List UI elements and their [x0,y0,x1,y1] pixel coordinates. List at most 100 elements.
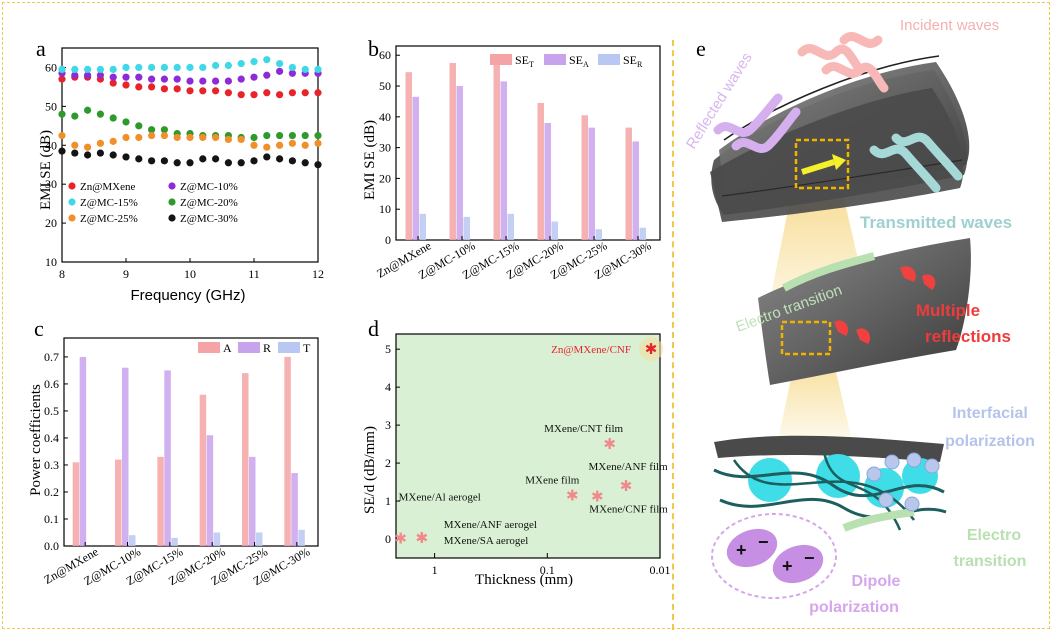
bar [242,373,249,546]
data-point [224,77,232,85]
y-tick-label: 50 [45,99,57,113]
point-label: MXene/SA aerogel [444,535,529,547]
data-point [148,75,156,83]
data-point [71,112,79,120]
data-point [199,77,207,85]
panel-label-c: c [34,316,44,341]
bar [500,81,507,241]
plot-area [63,337,319,547]
data-point [173,85,181,93]
point-label: MXene film [525,474,580,486]
data-point [199,133,207,142]
x-tick-label: 11 [248,267,260,281]
data-point [199,63,207,72]
svg-text:+: + [736,540,747,560]
legend-label: Zn@MXene [80,181,135,193]
data-point [160,85,168,93]
data-point [263,56,271,64]
bar [625,127,632,240]
data-point [135,83,143,91]
plot-area [395,333,661,559]
legend-marker [598,54,620,65]
data-point [237,91,245,99]
highlight-halo [639,337,664,362]
data-point [301,131,309,140]
data-point [276,155,284,163]
data-point [212,133,220,142]
svg-text:−: − [758,532,769,552]
data-point: ✱ [415,530,428,547]
data-point [301,141,309,149]
data-point [109,151,117,159]
y-tick-label: 5 [385,342,391,356]
bar [122,367,129,546]
data-point [250,141,258,149]
data-point [288,69,296,77]
data-point [96,65,104,73]
data-point [71,149,79,157]
data-point [160,63,168,72]
incident-waves-label: Incident waves [900,17,999,34]
electro-transition-label-2-line1: Electro [967,527,1021,544]
point-label: MXene/Al aerogel [399,491,481,503]
multiple-reflections-label-line2: reflections [925,327,1011,346]
data-point [288,89,296,97]
data-point [276,67,284,75]
data-point [224,89,232,97]
x-axis-label: Frequency (GHz) [130,287,245,304]
data-point [186,159,194,167]
y-axis-label: SE/d (dB/mm) [362,426,378,514]
data-point [288,63,296,72]
interfacial-charges-icon [866,452,940,512]
data-point [224,135,232,144]
data-point [301,89,309,97]
data-point: ✱ [603,436,616,453]
legend-marker [544,54,566,65]
y-tick-label: 0.7 [44,350,59,364]
multiple-reflections-icon [834,266,936,344]
data-point [186,87,194,95]
panel-label-d: d [368,316,379,341]
data-point [135,155,143,163]
data-point [122,73,130,81]
legend-marker [168,214,176,222]
reflected-waves-icon [713,93,801,153]
bar [632,141,639,240]
data-point [250,91,258,99]
zoom-box-top [794,138,850,190]
data-point [58,131,66,140]
legend-marker [168,198,176,206]
legend-label: Z@MC-15% [80,197,138,209]
data-point [314,131,322,140]
data-point [212,77,220,85]
data-point [160,126,168,134]
data-point [314,89,322,97]
data-point [288,131,296,140]
point-label: MXene/CNF film [589,503,668,515]
bar [249,456,256,546]
data-point [148,157,156,165]
incident-waves-icon [797,32,889,93]
data-point [122,153,130,161]
data-point [314,139,322,147]
data-point [96,110,104,118]
data-point [224,159,232,167]
bar [405,72,412,240]
y-tick-label: 60 [379,48,391,62]
bar [551,221,558,240]
point-label: Zn@MXene/CNF [551,344,631,356]
y-tick-label: 0.0 [44,539,59,553]
legend-marker [68,198,76,206]
y-tick-label: 3 [385,418,391,432]
legend-marker [490,54,512,65]
legend-marker [168,182,176,190]
bar [449,62,456,240]
x-tick-label: 0.01 [650,563,671,577]
data-point: ✱ [620,478,633,495]
panel-a-chart: a EMI SE (dB) Frequency (GHz) 8 9 10 11 12 10… [36,36,324,304]
bar [157,456,164,546]
data-point [301,65,309,73]
data-point [186,63,194,72]
electro-transition-label-2-line2: transition [954,553,1027,570]
legend-label: Z@MC-10% [180,181,238,193]
